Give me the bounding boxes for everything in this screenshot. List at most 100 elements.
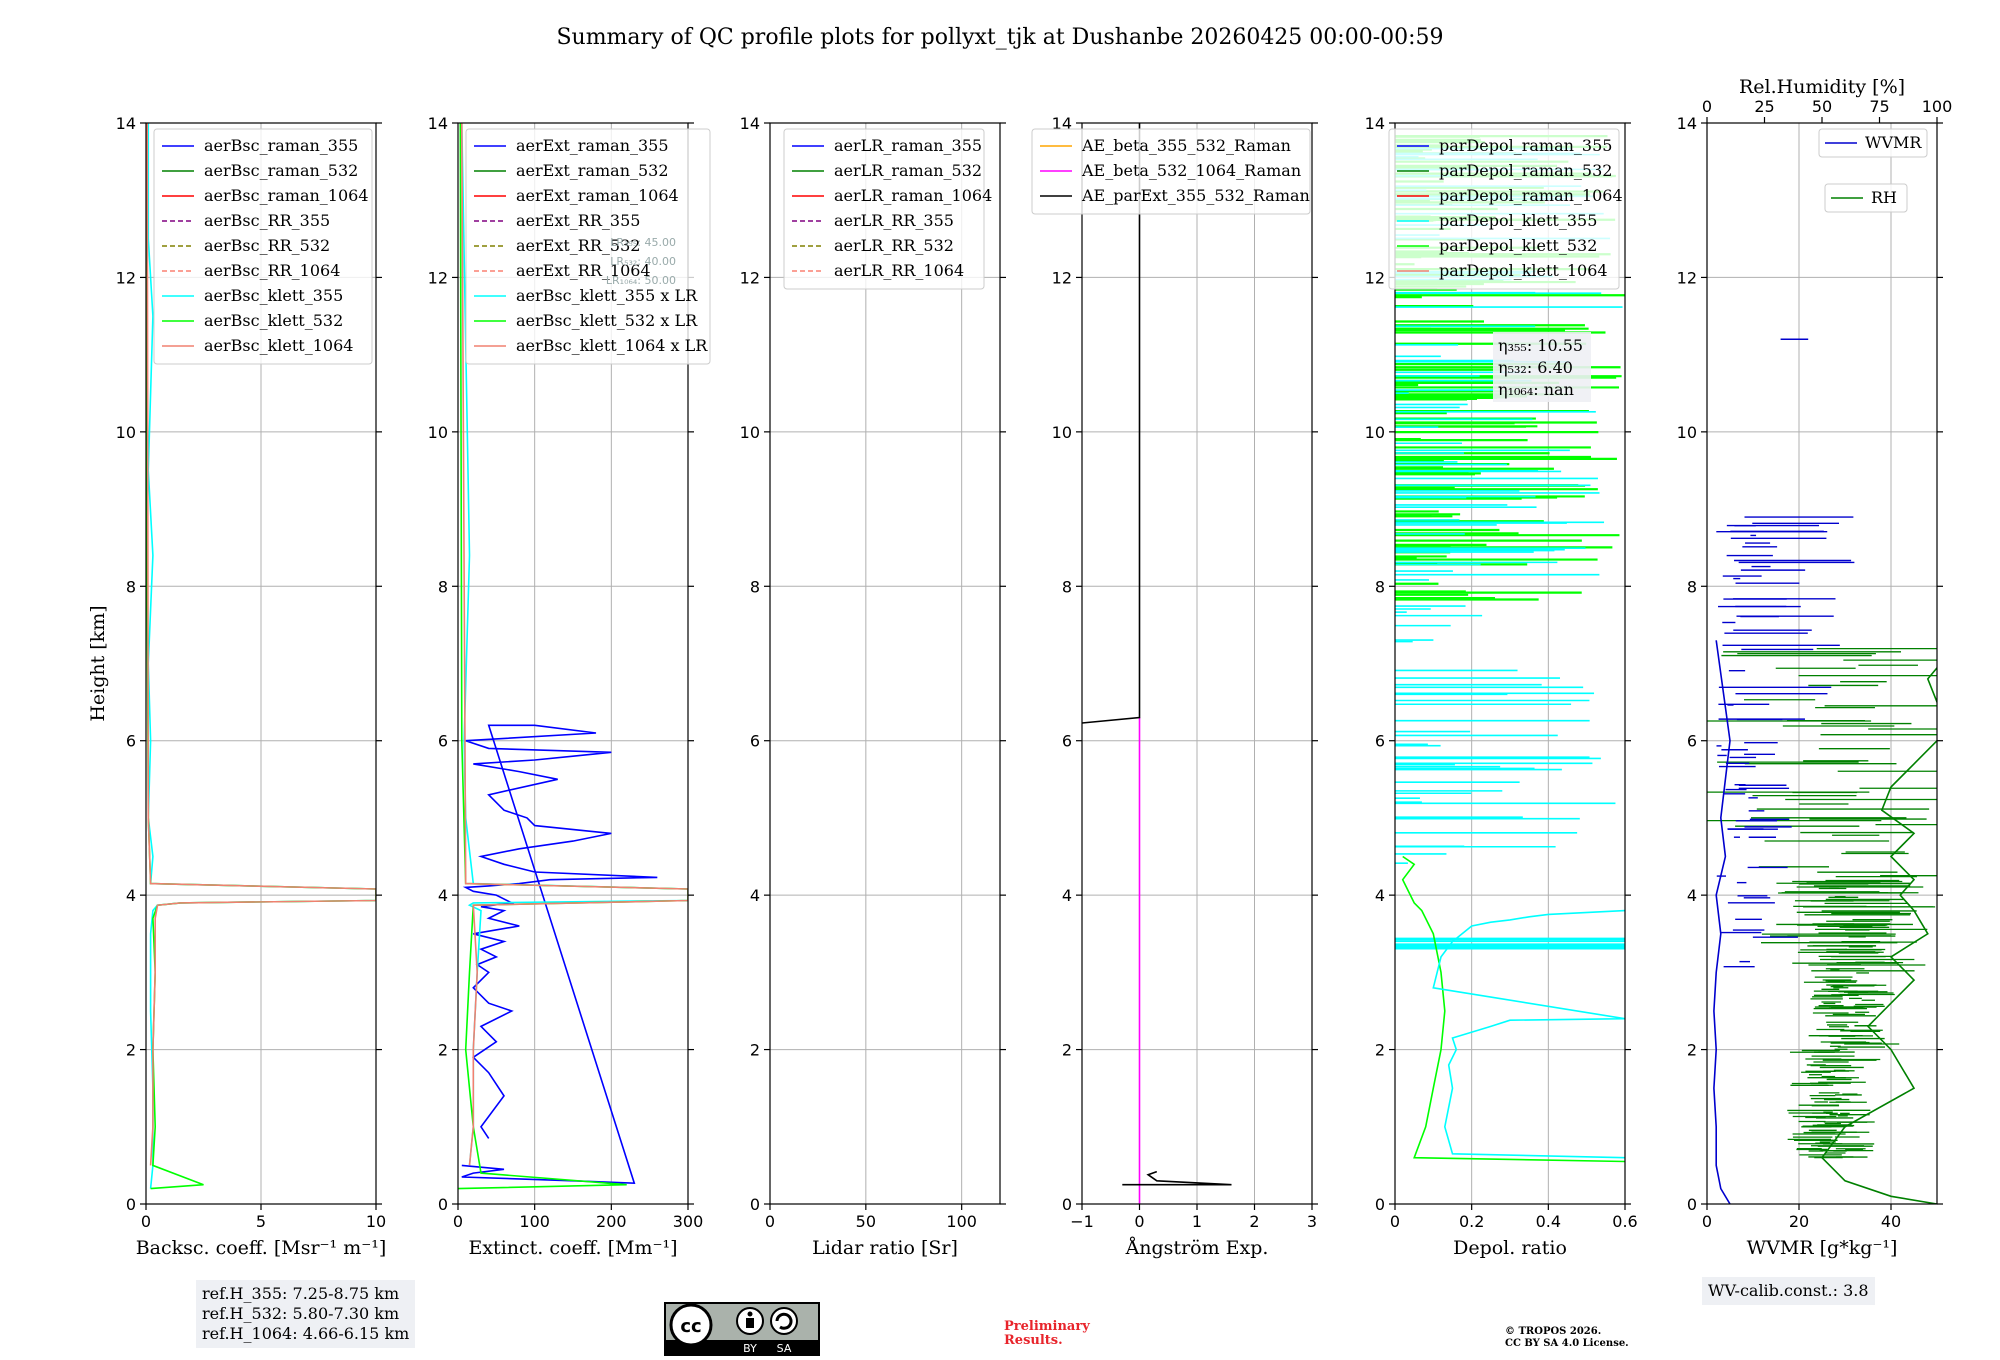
legend-box <box>1388 128 1620 290</box>
x-tick-label: 0 <box>1390 1212 1400 1231</box>
cc-by-label: BY <box>743 1342 757 1355</box>
x2-tick-label: 0 <box>1702 97 1712 116</box>
plot-area <box>1707 338 1937 1204</box>
x-tick-label: 0.4 <box>1536 1212 1561 1231</box>
x-axis-label: Backsc. coeff. [Msr⁻¹ m⁻¹] <box>136 1237 387 1259</box>
legend-pardepol-klett-355: parDepol_klett_355 <box>1439 211 1597 230</box>
y-tick-label: 2 <box>126 1041 136 1060</box>
legend-aerbsc-klett-532-x-lr: aerBsc_klett_532 x LR <box>516 311 698 330</box>
y-tick-label: 12 <box>740 268 760 287</box>
legend-aerext-rr-355: aerExt_RR_355 <box>516 211 640 230</box>
y-tick-label: 4 <box>1062 886 1072 905</box>
panel-depolarization: 0 0.2 0.4 0.6 0 2 4 6 8 10 12 14 Depol. ratio parDepo… <box>1365 114 1638 1259</box>
y-tick-label: 10 <box>1677 423 1697 442</box>
legend-aerbsc-raman-1064: aerBsc_raman_1064 <box>204 186 369 205</box>
y-tick-label: 0 <box>1687 1195 1697 1214</box>
cc-sa-label: SA <box>777 1342 792 1355</box>
y-tick-label: 6 <box>1687 732 1697 751</box>
y-tick-label: 4 <box>438 886 448 905</box>
series-ae-parext-355-532-raman-low <box>1122 1170 1232 1186</box>
x-tick-label: 3 <box>1307 1212 1317 1231</box>
series-aerext-raman-355 <box>461 724 658 1185</box>
figure-title: Summary of QC profile plots for pollyxt_… <box>556 25 1443 50</box>
legend-aerbsc-rr-1064: aerBsc_RR_1064 <box>204 261 340 280</box>
panel-extinction: 0 100 200 300 0 2 4 6 8 10 12 14 Extinct. coeff. [Mm… <box>428 114 711 1259</box>
y-tick-label: 8 <box>126 577 136 596</box>
ref-height-1064: ref.H_1064: 4.66-6.15 km <box>202 1324 410 1343</box>
x-axis-label: Ångström Exp. <box>1125 1237 1269 1259</box>
legend-box <box>1031 128 1311 215</box>
legend-pardepol-raman-532: parDepol_raman_532 <box>1439 161 1612 180</box>
y-tick-label: 4 <box>750 886 760 905</box>
legend-aerbsc-klett-1064-x-lr: aerBsc_klett_1064 x LR <box>516 336 708 355</box>
y-tick-label: 8 <box>750 577 760 596</box>
legend-aerlr-rr-532: aerLR_RR_532 <box>834 236 954 255</box>
legend-aerext-raman-1064: aerExt_raman_1064 <box>516 186 679 205</box>
eta-label: η₁₀₆₄: nan <box>1498 380 1574 399</box>
y-tick-label: 12 <box>1052 268 1072 287</box>
series-aerbsc-klett-1064 <box>146 123 376 1166</box>
plot-area <box>458 123 688 1190</box>
x-tick-label: 300 <box>673 1212 704 1231</box>
eta-box <box>1493 332 1591 402</box>
legend-pardepol-klett-532: parDepol_klett_532 <box>1439 236 1597 255</box>
x-tick-label: 0 <box>1702 1212 1712 1231</box>
y-tick-label: 6 <box>1062 732 1072 751</box>
sa-icon <box>770 1307 798 1335</box>
legend-aerbsc-klett-532: aerBsc_klett_532 <box>204 311 343 330</box>
x-tick-label: 50 <box>856 1212 876 1231</box>
legend-aerext-raman-355: aerExt_raman_355 <box>516 136 669 155</box>
x-tick-label: 40 <box>1881 1212 1901 1231</box>
x-tick-label: 0 <box>765 1212 775 1231</box>
legend-wvmr: WVMR <box>1865 133 1922 152</box>
panel-backscatter: 0 5 10 0 2 4 6 8 10 12 14 Backsc. coeff. [Msr⁻¹ m⁻¹… <box>87 114 386 1259</box>
legend-aerbsc-klett-355-x-lr: aerBsc_klett_355 x LR <box>516 286 698 305</box>
copyright-line-1: © TROPOS 2026. <box>1505 1326 1602 1337</box>
x-tick-label: −1 <box>1070 1212 1094 1231</box>
y-tick-label: 12 <box>428 268 448 287</box>
series-wvmr <box>1713 640 1731 1204</box>
legend-aerext-raman-532: aerExt_raman_532 <box>516 161 669 180</box>
lidar-ratio-label: LR₃₅₅: 45.00 <box>610 236 676 249</box>
legend-pardepol-raman-1064: parDepol_raman_1064 <box>1439 186 1623 205</box>
y-tick-label: 6 <box>438 732 448 751</box>
y-tick-label: 2 <box>438 1041 448 1060</box>
lidar-ratio-label: LR₁₀₆₄: 50.00 <box>606 274 676 287</box>
legend-pardepol-raman-355: parDepol_raman_355 <box>1439 136 1612 155</box>
wv-calib-text: WV-calib.const.: 3.8 <box>1708 1281 1869 1300</box>
x-tick-label: 0 <box>141 1212 151 1231</box>
legend-aerext-rr-1064: aerExt_RR_1064 <box>516 261 651 280</box>
legend-box <box>1818 128 1928 158</box>
cc-license-badge: cc BY SA <box>664 1302 820 1360</box>
legend-box <box>153 128 373 365</box>
x-tick-label: 100 <box>519 1212 550 1231</box>
x-tick-label: 0.6 <box>1612 1212 1637 1231</box>
y-tick-label: 10 <box>1365 423 1385 442</box>
legend-aerbsc-raman-355: aerBsc_raman_355 <box>204 136 358 155</box>
y-tick-label: 14 <box>116 114 136 133</box>
series-ae-parext-355-532-raman <box>1082 123 1141 724</box>
y-tick-label: 14 <box>1677 114 1697 133</box>
y-tick-label: 2 <box>1062 1041 1072 1060</box>
y-tick-label: 8 <box>1375 577 1385 596</box>
y-tick-label: 10 <box>116 423 136 442</box>
y-tick-label: 12 <box>1365 268 1385 287</box>
plot-area <box>1082 123 1232 1204</box>
x-tick-label: 200 <box>596 1212 627 1231</box>
y-axis-label: Height [km] <box>87 605 109 721</box>
y-tick-label: 12 <box>116 268 136 287</box>
x-tick-label: 0 <box>453 1212 463 1231</box>
x-axis-label: Lidar ratio [Sr] <box>812 1237 958 1259</box>
legend-aerbsc-rr-532: aerBsc_RR_532 <box>204 236 330 255</box>
y-tick-label: 0 <box>1375 1195 1385 1214</box>
y-tick-label: 8 <box>438 577 448 596</box>
x-tick-label: 100 <box>946 1212 977 1231</box>
copyright-line-2: CC BY SA 4.0 License. <box>1505 1338 1629 1349</box>
svg-text:cc: cc <box>680 1316 701 1337</box>
y-tick-label: 14 <box>740 114 760 133</box>
reference-heights-box: ref.H_355: 7.25-8.75 km ref.H_532: 5.80-… <box>196 1280 416 1348</box>
legend-aerbsc-klett-1064: aerBsc_klett_1064 <box>204 336 353 355</box>
y-tick-label: 2 <box>1687 1041 1697 1060</box>
legend-aerbsc-rr-355: aerBsc_RR_355 <box>204 211 330 230</box>
